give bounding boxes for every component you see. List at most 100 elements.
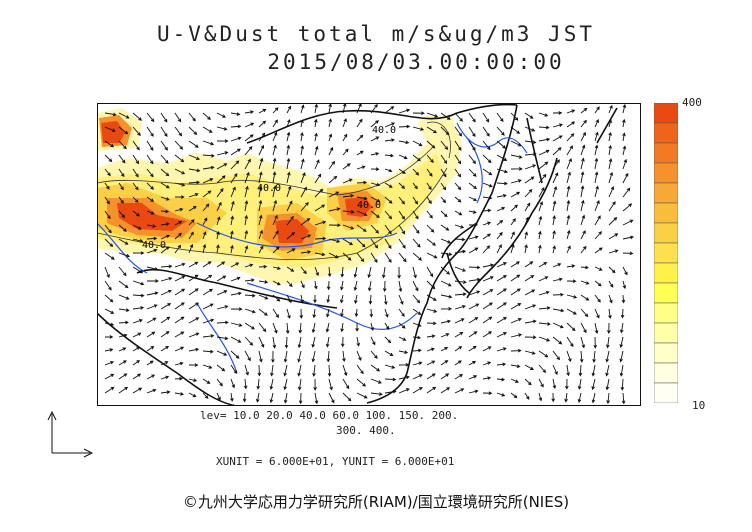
wind-arrow (440, 306, 453, 311)
wind-arrow (283, 378, 288, 391)
wind-arrow (454, 332, 464, 338)
wind-arrow (384, 238, 392, 249)
wind-arrow (118, 154, 126, 164)
wind-arrow (328, 103, 332, 114)
wind-arrow (104, 126, 116, 132)
wind-arrow (524, 152, 537, 156)
wind-arrow (552, 230, 556, 240)
wind-arrow (328, 378, 333, 391)
wind-arrow (482, 276, 494, 282)
wind-arrow (454, 360, 462, 366)
wind-arrow (160, 289, 172, 296)
wind-arrow (286, 215, 294, 226)
wind-arrow (524, 335, 537, 340)
wind-arrow (468, 331, 478, 338)
wind-arrow (174, 392, 185, 396)
wind-arrow (342, 118, 347, 128)
wind-arrow (326, 350, 331, 363)
wind-arrow (426, 196, 432, 205)
wind-arrow (118, 210, 126, 219)
wind-arrow (188, 168, 201, 173)
wind-arrow (354, 294, 358, 305)
wind-arrow (286, 171, 291, 184)
wind-arrow (608, 144, 612, 156)
wind-arrow (188, 274, 199, 282)
wind-arrow (160, 375, 170, 380)
wind-arrow (258, 264, 268, 269)
wind-arrow (468, 182, 477, 190)
wind-arrow (340, 294, 344, 304)
wind-arrow (369, 308, 374, 318)
wind-arrow (314, 173, 322, 184)
wind-arrow (300, 234, 312, 240)
wind-arrow (592, 350, 596, 363)
wind-arrow (202, 303, 214, 310)
wind-arrow (258, 157, 264, 170)
wind-arrow (510, 218, 516, 226)
contour-lines (97, 121, 451, 261)
wind-arrow (314, 392, 319, 405)
wind-arrow (454, 168, 462, 178)
wind-arrow (216, 305, 229, 310)
wind-arrow (426, 280, 436, 290)
wind-arrow (216, 188, 224, 198)
dust-wind-map: 40.0 40.0 40.0 40.0 (97, 103, 641, 406)
wind-arrow (398, 280, 403, 293)
wind-arrow (216, 378, 223, 387)
wind-arrow (216, 350, 228, 356)
wind-arrow (230, 148, 241, 156)
wind-arrow (118, 386, 129, 394)
colorbar-box (654, 122, 678, 144)
wind-arrow (384, 182, 393, 188)
wind-arrow (412, 140, 423, 147)
wind-arrow (356, 118, 363, 128)
wind-arrow (594, 247, 603, 254)
wind-arrow (440, 266, 451, 275)
wind-arrow (188, 243, 194, 254)
wind-arrow (496, 181, 508, 186)
wind-arrow (174, 302, 185, 310)
wind-arrow (608, 233, 619, 240)
wind-arrow (482, 196, 493, 200)
wind-arrow (552, 215, 556, 226)
wind-arrow (412, 361, 423, 366)
wind-arrow (118, 280, 129, 289)
wind-arrow (202, 203, 210, 212)
wind-arrow (340, 322, 344, 333)
wind-arrow (496, 244, 502, 254)
wind-arrow (230, 291, 242, 296)
wind-arrow (356, 134, 364, 142)
wind-arrow (384, 122, 396, 128)
wind-arrow (566, 294, 578, 299)
wind-arrow (104, 348, 114, 352)
wind-arrow (104, 373, 115, 380)
wind-arrow (230, 350, 240, 359)
wind-arrow (440, 224, 450, 231)
wind-arrow (326, 280, 331, 291)
wind-arrow (188, 288, 199, 296)
wind-arrow (188, 180, 201, 185)
wind-arrow (356, 224, 367, 232)
wind-arrow (454, 266, 466, 272)
wind-arrow (118, 320, 129, 325)
wind-arrow (272, 230, 279, 240)
wind-arrow (244, 122, 255, 128)
wind-arrow (468, 112, 476, 123)
wind-arrow (412, 308, 422, 315)
wind-arrow (118, 112, 130, 119)
wind-arrow (132, 182, 139, 191)
wind-arrow (496, 112, 504, 123)
wind-arrow (412, 335, 422, 340)
wind-arrow (300, 158, 305, 170)
wind-arrow (622, 158, 628, 170)
wind-arrow (454, 280, 467, 284)
wind-arrow (594, 215, 601, 226)
wind-arrow (594, 294, 601, 303)
wind-arrow (132, 332, 142, 338)
wind-arrow (468, 154, 476, 165)
wind-arrow (132, 319, 143, 324)
wind-arrow (118, 126, 129, 135)
wind-arrow (370, 322, 374, 332)
wind-arrow (426, 252, 438, 259)
wind-arrow (188, 205, 197, 212)
